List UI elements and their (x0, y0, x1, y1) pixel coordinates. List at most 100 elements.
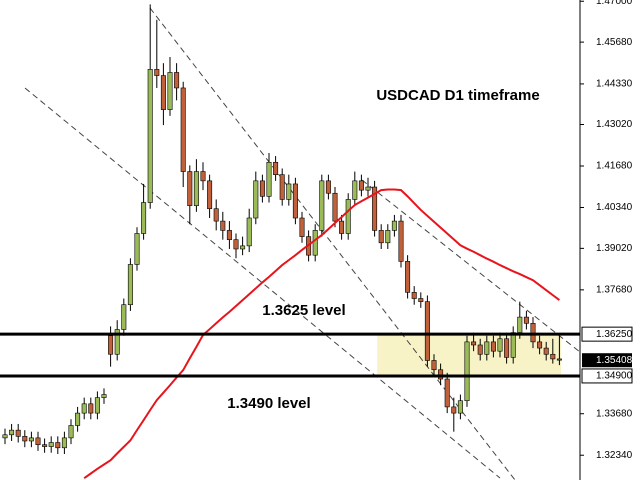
y-tick-label: 1.40340 (596, 202, 633, 213)
candle-body (141, 202, 147, 234)
candle-body (114, 329, 120, 355)
y-tick-label: 1.44330 (596, 79, 633, 90)
last-price-label: 1.35408 (596, 355, 633, 366)
candle-body (147, 69, 153, 203)
candle-body (358, 180, 364, 191)
candle-body (398, 220, 404, 262)
chart-title: USDCAD D1 timeframe (376, 87, 539, 104)
candle-body (28, 437, 34, 442)
candle-body (471, 341, 477, 346)
candle-body (154, 69, 160, 76)
candle-body (391, 220, 397, 231)
y-tick-label: 1.39020 (596, 243, 633, 254)
candle-body (451, 406, 457, 414)
candle-body (101, 394, 107, 398)
candle-body (68, 425, 74, 439)
candle-body (345, 199, 351, 234)
candle-body (325, 180, 331, 194)
candle-body (464, 341, 470, 402)
candle-body (497, 338, 503, 352)
candle-body (226, 230, 232, 240)
candle-body (556, 358, 562, 361)
candle-body (108, 335, 114, 355)
candle-body (372, 186, 378, 231)
candle-body (180, 87, 186, 172)
candle-body (81, 403, 87, 414)
candle-body (134, 233, 140, 265)
candle-body (510, 332, 516, 358)
candle-body (200, 171, 206, 182)
candle-body (213, 208, 219, 222)
candle-body (35, 437, 41, 445)
annotation: 1.3625 level (262, 302, 345, 319)
last-price-box (582, 353, 632, 368)
candle-body (424, 301, 430, 361)
candle-body (312, 230, 318, 256)
moving-average (83, 188, 561, 479)
candle-body (504, 338, 510, 358)
candle-body (550, 353, 556, 360)
candle-body (319, 180, 325, 231)
candle-body (187, 171, 193, 206)
candle-body (233, 239, 239, 250)
candle-body (220, 220, 226, 231)
y-tick-label: 1.33680 (596, 408, 633, 419)
candle-body (167, 72, 173, 110)
y-tick-label: 1.41680 (596, 161, 633, 172)
candle-body (332, 192, 338, 222)
candle-body (42, 444, 48, 447)
candle-body (352, 180, 358, 200)
candle-body (9, 429, 15, 436)
candle-body (444, 378, 450, 408)
annotation: 1.3490 level (227, 395, 310, 412)
candle-body (543, 347, 549, 355)
candle-body (273, 161, 279, 175)
level-label: 1.36250 (596, 329, 633, 340)
candle-body (292, 183, 298, 219)
candle-body (193, 171, 199, 206)
candle-body (405, 261, 411, 293)
candle-body (94, 397, 100, 414)
candle-body (537, 341, 543, 349)
candle-body (240, 245, 246, 250)
candle-body (457, 400, 463, 414)
level-label: 1.34900 (596, 371, 633, 382)
candle-body (517, 316, 523, 333)
candle-body (15, 429, 21, 437)
candle-body (484, 341, 490, 355)
y-tick-label: 1.47000 (596, 0, 633, 7)
candle-body (385, 230, 391, 244)
candle-body (55, 442, 61, 449)
y-tick-label: 1.43020 (596, 119, 633, 130)
y-tick-label: 1.37680 (596, 284, 633, 295)
candle-body (246, 217, 252, 247)
candle-body (48, 442, 54, 447)
candle-body (431, 360, 437, 371)
upper-trendline-2 (361, 179, 581, 353)
candle-body (418, 298, 424, 302)
candle-body (207, 180, 213, 210)
candle-body (477, 344, 483, 355)
y-tick-label: 1.32340 (596, 450, 633, 461)
level-label-box (581, 368, 633, 384)
candle-body (88, 403, 94, 414)
candle-body (279, 174, 285, 200)
candle-body (160, 75, 166, 110)
candle-body (127, 264, 133, 306)
candle-body (2, 434, 8, 439)
candle-body (523, 316, 529, 324)
candle-body (253, 180, 259, 219)
candle-body (75, 412, 81, 426)
candle-body (411, 292, 417, 299)
candle-body (61, 437, 67, 449)
candle-body (490, 341, 496, 352)
candle-body (259, 180, 265, 197)
candle-body (22, 436, 28, 442)
candle-body (286, 183, 292, 200)
candle-body (121, 304, 127, 330)
lower-trendline (24, 87, 501, 479)
candle-body (438, 369, 444, 380)
candle-body (266, 161, 272, 197)
